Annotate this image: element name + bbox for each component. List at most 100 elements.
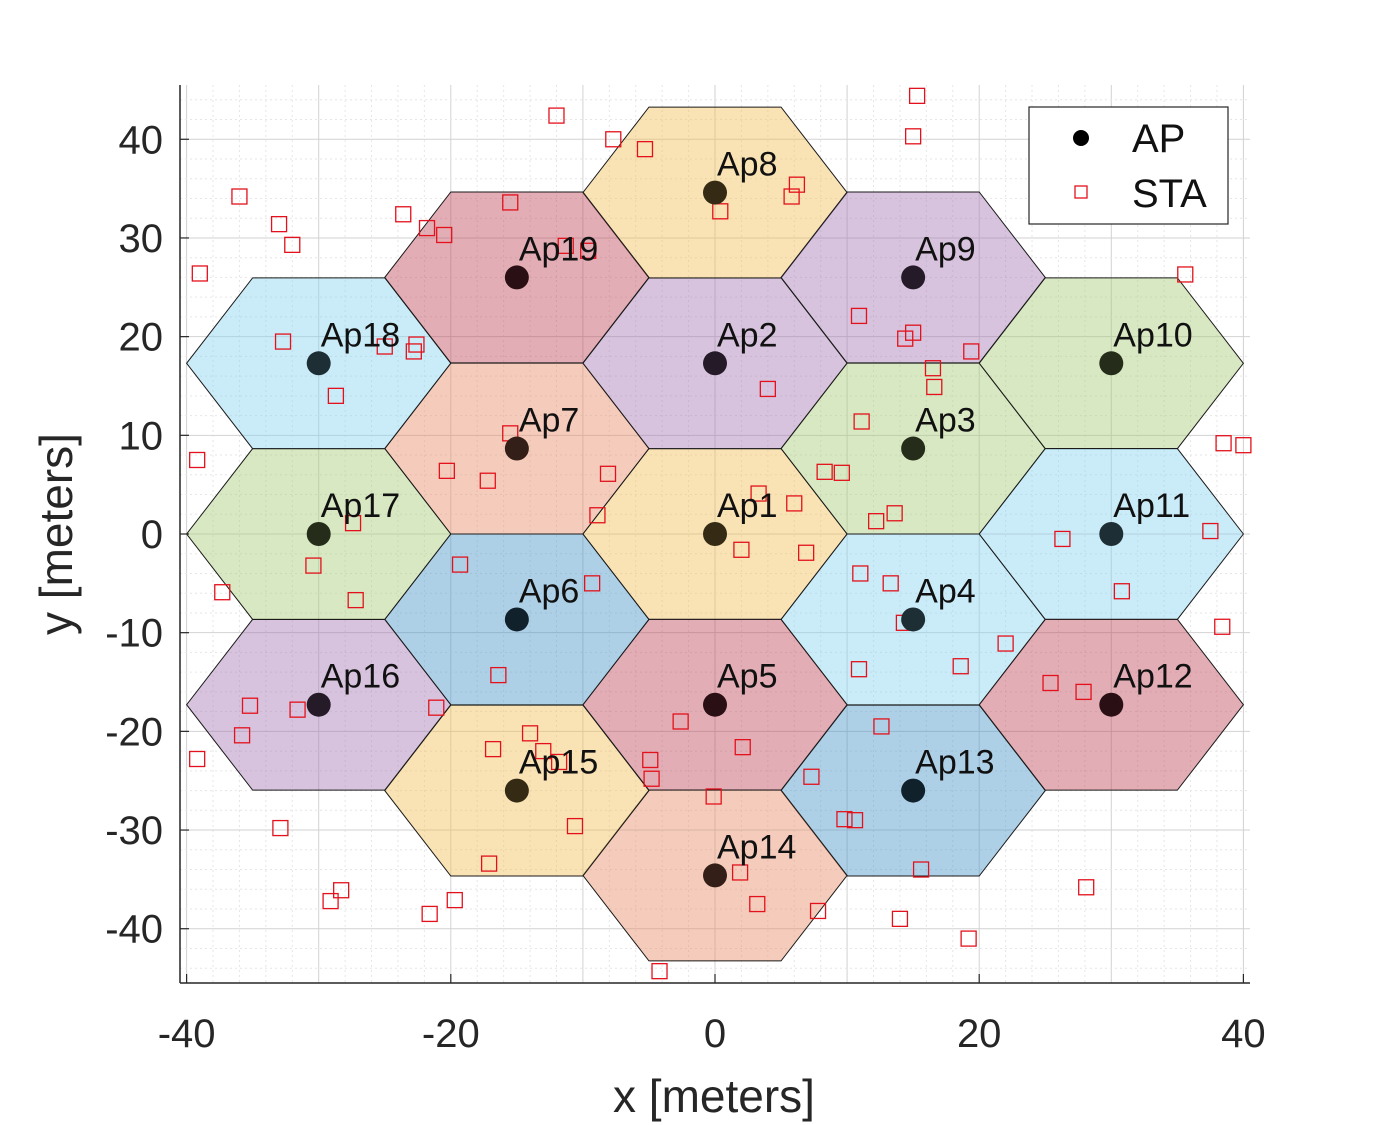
x-tick-label: 20 [957,1012,1002,1056]
sta-marker [853,413,870,430]
sta-marker [846,812,864,829]
sta-marker [272,819,289,837]
sta-marker [783,188,800,205]
sta-marker [797,544,815,561]
legend-box [1028,106,1229,225]
sta-marker [305,557,322,574]
sta-marker [643,770,660,787]
sta-marker [566,817,584,835]
sta-marker [438,462,455,479]
sta-marker [270,215,288,233]
ap-label-ap17: Ap17 [321,487,400,525]
sta-marker [599,465,617,482]
ap-marker-ap12 [1099,692,1124,717]
sta-marker [490,666,507,684]
sta-marker [833,464,850,481]
sta-marker [788,176,806,193]
sta-marker [333,882,350,899]
y-tick-label: -10 [105,612,163,656]
y-axis-label: y [meters] [30,433,82,635]
y-tick-label: 10 [119,414,164,458]
ap-marker-ap16 [306,692,331,717]
sta-marker [557,237,574,255]
ap-marker-ap8 [703,180,727,205]
y-tick-label: -30 [105,809,163,853]
sta-marker [705,788,722,805]
sta-marker [421,905,438,923]
sta-marker [550,753,568,771]
sta-marker [344,514,362,532]
ap-label-ap5: Ap5 [717,658,778,696]
ap-marker-ap19 [504,265,529,290]
sta-marker [502,194,519,211]
ap-marker-ap9 [901,265,926,290]
sta-marker [583,575,601,592]
sta-marker [535,742,552,760]
tick-labels: -40 -20 0 20 40 40 30 20 10 0 -10 -20 -30 -40 [105,118,1265,1056]
sta-marker [809,902,827,920]
sta-marker [960,930,977,947]
sta-marker [1214,618,1231,635]
ap-marker-ap15 [504,778,529,803]
y-tick-label: 20 [119,316,164,360]
sta-marker [1202,522,1219,540]
ap-marker-ap14 [703,863,727,888]
sta-marker [749,895,766,913]
legend-ap-marker [1073,130,1089,146]
sta-marker [284,236,301,254]
ap-marker-ap7 [504,436,529,461]
y-tick-label: 40 [119,118,164,162]
sta-marker [886,505,903,522]
ap-label-ap11: Ap11 [1113,487,1190,525]
ap-label-ap2: Ap2 [717,316,778,354]
sta-marker [759,380,776,398]
sta-marker [322,892,339,910]
sta-marker [912,861,930,878]
y-tick-label: -40 [105,908,163,952]
ap-marker-ap4 [901,607,926,632]
ap-marker-ap2 [703,351,727,376]
sta-marker [408,336,425,353]
sta-marker [521,725,539,742]
sta-marker [241,697,259,714]
sta-marker [1054,530,1071,548]
sta-marker [873,718,890,735]
sta-marker [446,891,463,909]
legend-sta-label: STA [1132,172,1207,216]
sta-marker [997,635,1014,652]
ap-marker-ap18 [306,351,331,376]
sta-marker [868,513,885,530]
sta-marker [963,343,980,360]
sta-markers [189,87,1252,980]
legend: AP STA [1028,106,1229,225]
ap-label-ap12: Ap12 [1113,658,1192,696]
ap-label-ap8: Ap8 [717,146,778,184]
sta-marker [836,811,853,828]
sta-marker [436,226,453,244]
ap-marker-ap3 [901,436,926,461]
sta-marker [189,750,206,768]
sta-marker [231,188,248,205]
sta-marker [786,495,803,512]
sta-marker [908,87,926,105]
sta-marker [274,333,292,350]
sta-marker [479,472,496,489]
sta-marker [750,485,767,502]
ap-label-ap16: Ap16 [321,658,400,696]
legend-sta-marker [1074,185,1088,199]
x-axis-label: x [meters] [613,1070,815,1122]
ap-marker-ap13 [901,778,926,803]
ap-label-ap15: Ap15 [519,744,598,782]
ap-marker-ap17 [306,522,331,546]
x-tick-label: -20 [422,1012,480,1056]
ap-label-ap19: Ap19 [519,230,598,268]
sta-marker [1078,879,1095,896]
sta-marker [484,740,502,758]
sta-marker [480,855,498,872]
x-tick-label: -40 [158,1012,216,1056]
sta-marker [904,128,922,145]
sta-marker [731,864,749,881]
sta-marker [924,360,942,377]
sta-marker [952,658,969,675]
